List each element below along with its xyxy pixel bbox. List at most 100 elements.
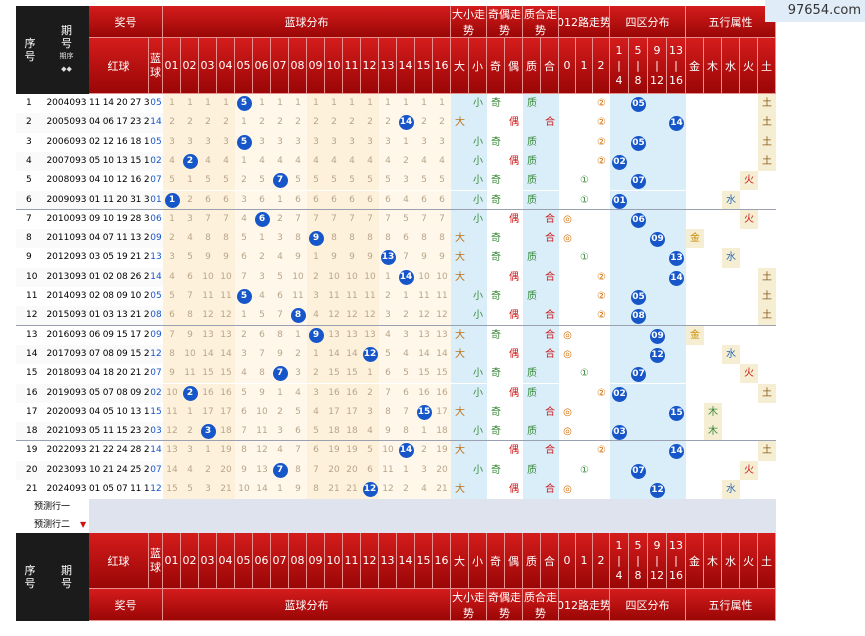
- element-cell: [758, 190, 776, 210]
- element-cell: [686, 480, 704, 500]
- blue-dist-cell: 5: [289, 171, 307, 191]
- blue-dist-cell: 8: [253, 364, 271, 384]
- row-red-balls: 01 11 20 31 32 33: [89, 190, 149, 210]
- element-cell: 水: [722, 190, 740, 210]
- row-seq: 19: [16, 441, 44, 461]
- blue-dist-cell: 8: [163, 344, 181, 365]
- blue-dist-cell: 1: [199, 441, 217, 461]
- period-sort-toggle[interactable]: 期序 ◆◆: [59, 52, 74, 73]
- size-col-label: 大: [454, 59, 465, 73]
- element-mark: 火: [744, 464, 754, 476]
- row-blue-value: 07: [149, 171, 163, 191]
- prime-mark: 质: [527, 368, 537, 380]
- header-period[interactable]: 期号 期序 ◆◆: [44, 6, 89, 94]
- watermark: 97654.com: [765, 0, 865, 22]
- element-cell: 木: [704, 402, 722, 423]
- header-blue-num-04: 04: [217, 38, 235, 94]
- blue-hit-ball: 12: [362, 482, 378, 497]
- header-zone-label: 四区分布: [625, 15, 670, 29]
- row-period: 2021093: [44, 422, 89, 442]
- zone-cell: [648, 132, 667, 152]
- size-col-label: 小: [472, 59, 483, 73]
- header-period-label: 期号: [61, 564, 72, 591]
- blue-dist-cell: 5: [163, 171, 181, 191]
- predict-area[interactable]: [89, 516, 776, 534]
- road-cell: ◎: [559, 344, 576, 365]
- row-seq: 8: [16, 229, 44, 249]
- road-cell: [559, 151, 576, 172]
- miss-count: 11: [436, 291, 448, 301]
- parity-cell: 奇: [487, 229, 505, 249]
- row-period: 2009093: [44, 190, 89, 210]
- blue-dist-cell: 2: [289, 113, 307, 133]
- predict-label-cell[interactable]: 预测行一: [16, 499, 89, 517]
- blue-dist-cell: 7: [433, 209, 451, 230]
- zone-cell: [648, 267, 667, 287]
- zone-cell: [629, 441, 648, 461]
- element-mark: 水: [726, 252, 736, 264]
- road-mark: ①: [580, 194, 589, 206]
- seq-text: 5: [26, 175, 32, 186]
- miss-count: 1: [313, 348, 319, 359]
- blue-dist-cell: 5: [181, 480, 199, 500]
- miss-count: 13: [364, 329, 376, 340]
- blue-dist-cell: 12: [379, 480, 397, 500]
- blue-dist-cell: 1: [397, 132, 415, 152]
- blue-dist-cell: 1: [307, 248, 325, 268]
- blue-dist-cell: 9: [217, 248, 235, 268]
- header-blue-num-01: 01: [163, 38, 181, 94]
- size-cell: [451, 287, 469, 307]
- element-cell: [740, 190, 758, 210]
- road-mark: ②: [597, 445, 606, 457]
- road-cell: [593, 344, 610, 365]
- header-size-col: 小: [469, 38, 487, 94]
- miss-count: 13: [436, 329, 448, 340]
- miss-count: 1: [205, 98, 211, 108]
- parity-cell: 奇: [487, 460, 505, 480]
- zone-col-label: 4: [615, 74, 623, 87]
- parity-cell: 奇: [487, 402, 505, 423]
- blue-dist-cell: 8: [397, 422, 415, 442]
- miss-count: 6: [349, 194, 355, 205]
- parity-mark: 偶: [509, 155, 519, 167]
- element-cell: [758, 209, 776, 230]
- miss-count: 8: [403, 426, 409, 437]
- road-cell: ①: [576, 364, 593, 384]
- blue-dist-cell: 8: [289, 229, 307, 249]
- prime-cell: [541, 171, 559, 191]
- blue-dist-cell: 5: [361, 171, 379, 191]
- blue-dist-cell: 1: [289, 325, 307, 345]
- row-red-balls: 04 10 12 16 28 30: [89, 171, 149, 191]
- miss-count: 7: [223, 213, 229, 224]
- predict-area[interactable]: [89, 499, 776, 517]
- road-cell: ②: [593, 287, 610, 307]
- element-cell: 火: [740, 460, 758, 480]
- header-period[interactable]: 期号: [44, 533, 89, 622]
- blue-dist-cell: 1: [307, 344, 325, 365]
- header-blue-num-10: 10: [325, 38, 343, 94]
- zone-col-label: 13: [669, 44, 683, 57]
- road-cell: [576, 422, 593, 442]
- period-text: 2004093: [46, 98, 87, 108]
- miss-count: 1: [295, 98, 301, 108]
- size-mark: 小: [473, 464, 483, 476]
- blue-dist-cell: 6: [343, 190, 361, 210]
- miss-count: 9: [331, 252, 337, 263]
- blue-dist-cell: 5: [181, 248, 199, 268]
- prime-mark: 合: [545, 445, 555, 457]
- predict-label-cell[interactable]: 预测行二 ▼: [16, 516, 89, 534]
- blue-dist-cell: 5: [163, 287, 181, 307]
- parity-cell: 偶: [505, 113, 523, 133]
- blue-dist-cell: 7: [397, 402, 415, 423]
- element-cell: [740, 267, 758, 287]
- header-prize-label: 奖号: [114, 15, 137, 29]
- road-mark: ◎: [563, 213, 572, 225]
- miss-count: 3: [277, 233, 283, 244]
- zone-cell: [629, 480, 648, 500]
- miss-count: 2: [205, 117, 211, 128]
- prime-mark: 合: [545, 329, 555, 341]
- blue-num-label: 13: [380, 59, 395, 72]
- element-cell: [704, 306, 722, 326]
- blue-dist-cell: 5: [307, 171, 325, 191]
- miss-count: 8: [385, 233, 391, 244]
